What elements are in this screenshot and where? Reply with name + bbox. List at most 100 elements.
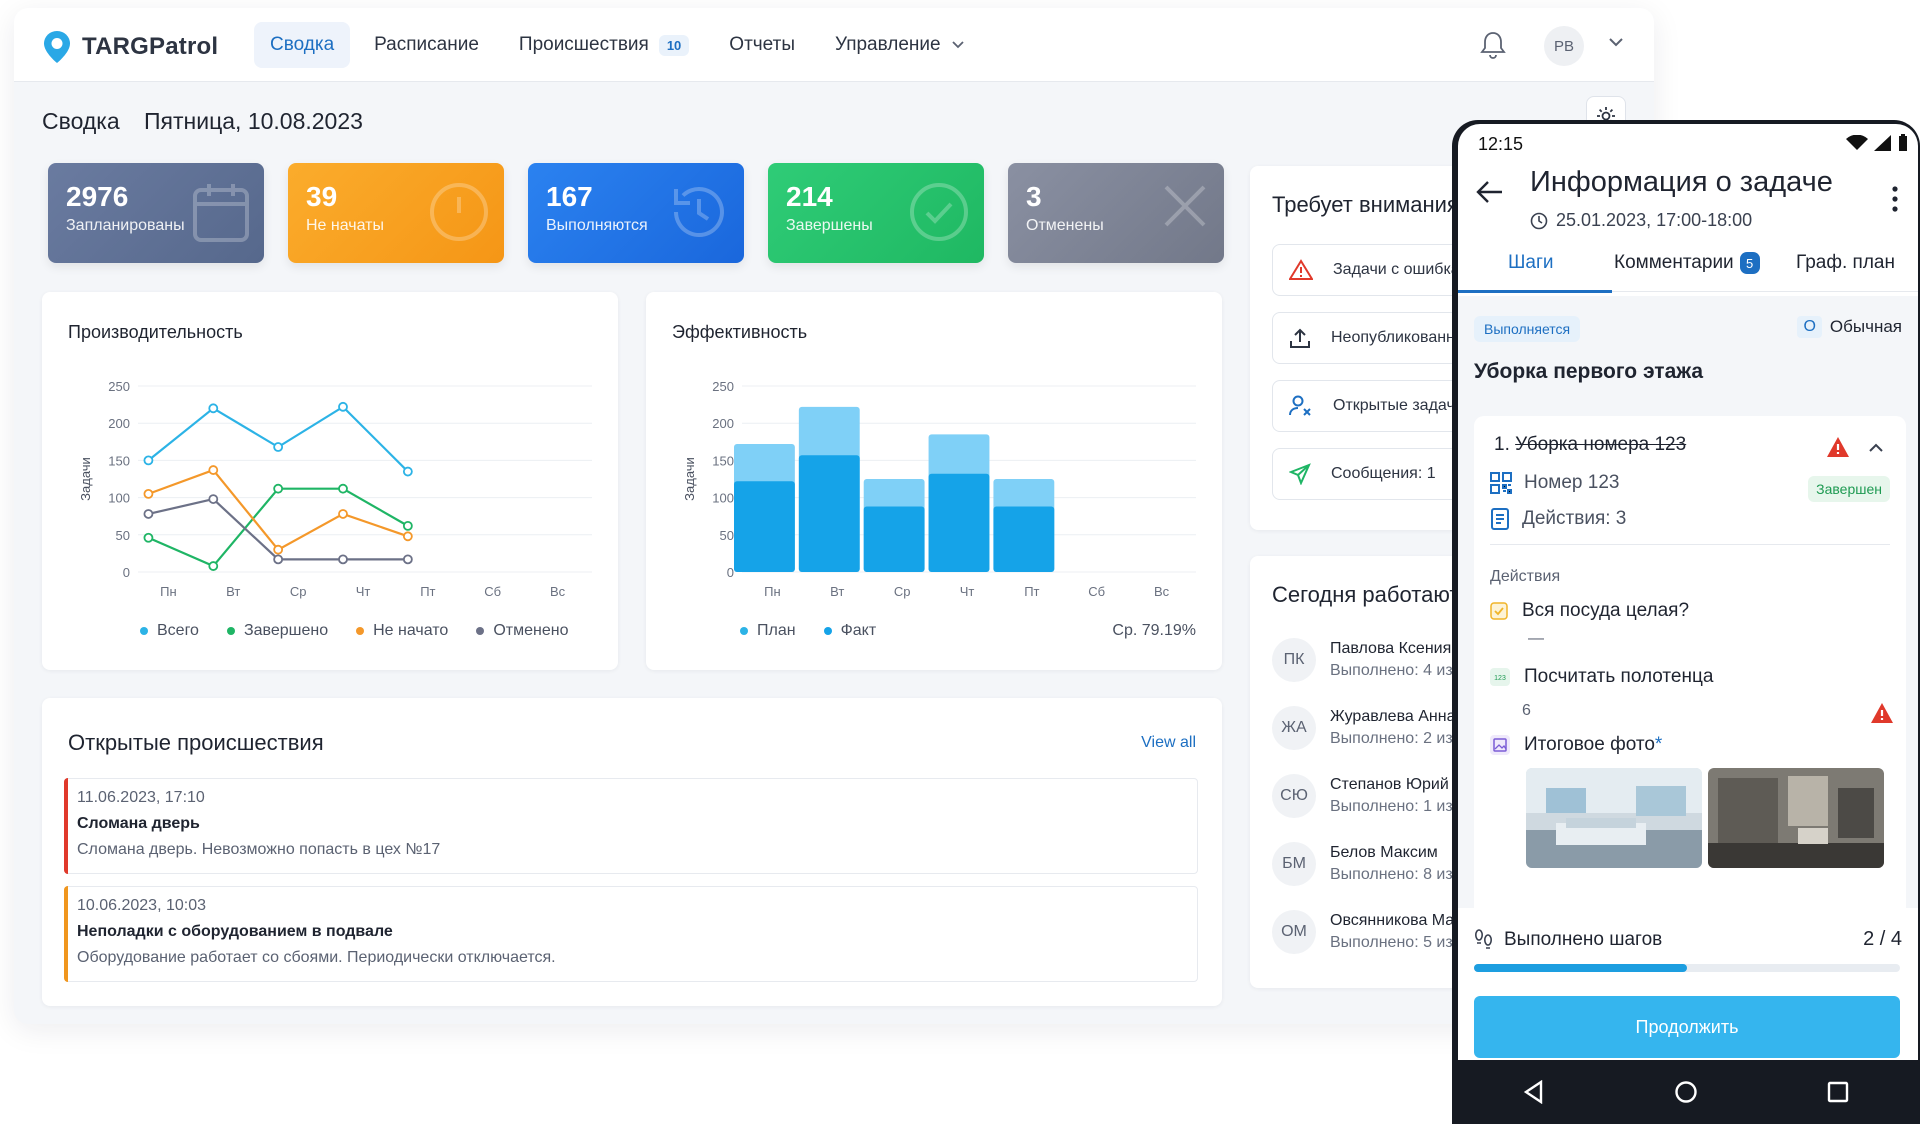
nav-label: Отчеты xyxy=(729,34,795,55)
stat-label: Завершены xyxy=(786,217,873,234)
legend-label: Отменено xyxy=(493,622,569,639)
logo[interactable]: TARGPatrol xyxy=(42,30,218,64)
incident-item[interactable]: 10.06.2023, 10:03 Неполадки с оборудован… xyxy=(64,886,1198,982)
nav-item-summary[interactable]: Сводка xyxy=(254,22,351,68)
brand-name: TARGPatrol xyxy=(82,33,219,60)
clock-icon xyxy=(430,183,488,241)
photo-thumbnail[interactable] xyxy=(1526,768,1702,868)
required-marker: * xyxy=(1654,734,1663,755)
employee-item[interactable]: БМ Белов Максим Выполнено: 8 из 9 xyxy=(1272,842,1466,886)
nav-label: Сводка xyxy=(270,34,335,55)
user-x-icon xyxy=(1289,395,1311,416)
send-icon xyxy=(1289,463,1311,485)
divider xyxy=(1490,544,1890,545)
step-actions-count: Действия: 3 xyxy=(1490,508,1626,530)
tab-floor-plan[interactable]: Граф. план xyxy=(1796,252,1895,274)
stat-card-planned[interactable]: 2976 Запланированы xyxy=(48,163,264,263)
x-tick-label: Сб xyxy=(484,584,501,599)
chart-title: Производительность xyxy=(68,322,243,342)
incident-severity-bar xyxy=(64,778,68,874)
attention-item-open-tasks[interactable]: Открытые задачи xyxy=(1272,380,1592,432)
performance-chart-card: Производительность 0 50 100 150 200 250 Пн Вт Ср… xyxy=(42,292,618,670)
nav-item-reports[interactable]: Отчеты xyxy=(713,22,811,68)
action-item-final-photo[interactable]: Итоговое фото* xyxy=(1490,734,1662,756)
stat-label: Отменены xyxy=(1026,217,1104,234)
nav-back-icon[interactable] xyxy=(1523,1080,1545,1104)
step-title-text: Уборка номера 123 xyxy=(1515,434,1687,455)
action-label: Посчитать полотенца xyxy=(1524,666,1714,687)
legend-label: Факт xyxy=(840,622,877,639)
employee-item[interactable]: СЮ Степанов Юрий Выполнено: 1 из 4 xyxy=(1272,774,1466,818)
progress-label: Выполнено шагов xyxy=(1474,928,1662,952)
x-tick-label: Пт xyxy=(420,584,435,599)
upload-icon xyxy=(1290,328,1310,348)
legend-item: Всего xyxy=(140,622,199,640)
stat-card-cancelled[interactable]: 3 Отменены xyxy=(1008,163,1224,263)
employee-status: Выполнено: 8 из 9 xyxy=(1330,866,1467,883)
y-tick-label: 100 xyxy=(712,491,734,506)
view-all-link[interactable]: View all xyxy=(1141,734,1196,751)
today-title: Сегодня работают xyxy=(1272,582,1460,607)
average-efficiency: Ср. 79.19% xyxy=(1112,622,1196,639)
employee-item[interactable]: ЖА Журавлева Анна Выполнено: 2 из 5 xyxy=(1272,706,1466,750)
chevron-up-icon[interactable] xyxy=(1868,442,1884,454)
legend-label: План xyxy=(757,622,796,639)
page-title: Сводка xyxy=(42,108,120,134)
warning-icon xyxy=(1871,703,1893,723)
step-room: Номер 123 xyxy=(1490,472,1619,494)
status-bar-icons xyxy=(1846,134,1908,152)
incident-item[interactable]: 11.06.2023, 17:10 Сломана дверь Сломана … xyxy=(64,778,1198,874)
x-tick-label: Вт xyxy=(226,584,240,599)
more-vertical-icon[interactable] xyxy=(1892,186,1898,212)
stat-label: Не начаты xyxy=(306,217,384,234)
actions-count-label: Действия: 3 xyxy=(1522,508,1627,529)
stat-card-in-progress[interactable]: 167 Выполняются xyxy=(528,163,744,263)
progress-value: 2 / 4 xyxy=(1863,928,1902,950)
user-avatar[interactable]: РВ xyxy=(1544,26,1584,66)
attention-label: Открытые задачи xyxy=(1333,397,1464,414)
action-item-dishes[interactable]: Вся посуда целая? xyxy=(1490,600,1689,622)
tab-comments[interactable]: Комментарии 5 xyxy=(1614,252,1760,274)
bell-icon[interactable] xyxy=(1480,30,1506,60)
calendar-icon xyxy=(193,184,249,242)
tab-steps[interactable]: Шаги xyxy=(1508,252,1554,274)
progress-bar-fill xyxy=(1474,964,1687,972)
priority-label: Обычная xyxy=(1829,317,1902,336)
back-arrow-icon[interactable] xyxy=(1476,180,1504,204)
bar-fact xyxy=(734,481,795,572)
chevron-down-icon[interactable] xyxy=(1608,36,1624,48)
data-point xyxy=(208,403,219,414)
battery-icon xyxy=(1899,134,1907,151)
stat-value: 167 xyxy=(546,181,593,212)
active-tab-indicator xyxy=(1458,290,1612,293)
nav-label: Управление xyxy=(834,34,941,55)
nav-recents-icon[interactable] xyxy=(1827,1081,1849,1103)
history-icon xyxy=(674,187,724,238)
step-title[interactable]: 1. Уборка номера 123 xyxy=(1494,434,1686,456)
check-circle-icon xyxy=(910,183,968,241)
data-point xyxy=(143,532,154,543)
y-tick-label: 0 xyxy=(123,565,130,580)
actions-section-title: Действия xyxy=(1490,568,1561,585)
nav-item-incidents[interactable]: Происшествия 10 xyxy=(503,22,705,68)
x-tick-label: Чт xyxy=(356,584,371,599)
nav-item-management[interactable]: Управление xyxy=(819,22,981,68)
employee-item[interactable]: ПК Павлова Ксения Выполнено: 4 из 6 xyxy=(1272,638,1466,682)
continue-button[interactable]: Продолжить xyxy=(1474,996,1900,1058)
data-point xyxy=(143,488,154,499)
data-point xyxy=(338,483,348,494)
employee-item[interactable]: ОМ Овсянникова Мария Выполнено: 5 из 7 xyxy=(1272,910,1481,954)
nav-home-icon[interactable] xyxy=(1674,1080,1698,1104)
stat-card-not-started[interactable]: 39 Не начаты xyxy=(288,163,504,263)
data-point xyxy=(402,520,413,531)
nav-item-schedule[interactable]: Расписание xyxy=(358,22,495,68)
action-value: — xyxy=(1528,630,1544,647)
stat-card-completed[interactable]: 214 Завершены xyxy=(768,163,984,263)
employee-avatar: ЖА xyxy=(1272,706,1316,750)
action-item-towels[interactable]: 123 Посчитать полотенца xyxy=(1490,666,1713,688)
x-tick-label: Ср xyxy=(290,584,307,599)
data-point xyxy=(143,455,154,466)
data-point xyxy=(208,465,219,475)
photo-thumbnail[interactable] xyxy=(1708,768,1884,868)
data-point xyxy=(208,494,219,504)
